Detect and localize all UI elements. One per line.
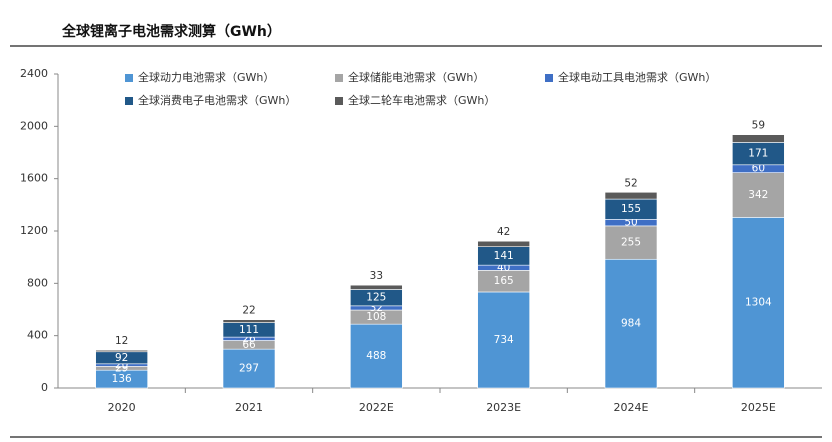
y-tick-label: 400	[27, 329, 48, 342]
legend-label: 全球二轮车电池需求（GWh）	[348, 93, 495, 107]
y-tick-label: 800	[27, 276, 48, 289]
y-tick-label: 1200	[20, 224, 48, 237]
data-label: 22	[242, 305, 255, 317]
x-tick-label: 2021	[235, 401, 263, 414]
bar-segment	[732, 134, 785, 143]
bar-segment	[732, 217, 785, 389]
data-label: 52	[624, 177, 637, 189]
data-label: 111	[239, 324, 259, 336]
bar-segment	[222, 319, 276, 323]
y-tick-label: 1600	[20, 172, 48, 185]
data-label: 59	[752, 120, 765, 132]
legend-label: 全球电动工具电池需求（GWh）	[558, 70, 716, 84]
legend-swatch	[125, 97, 133, 105]
bar-segment	[350, 284, 403, 290]
x-tick-label: 2022E	[359, 401, 394, 414]
data-label: 12	[115, 335, 128, 347]
bar-segment	[604, 225, 658, 260]
data-label: 488	[366, 350, 386, 362]
data-label: 155	[621, 203, 641, 215]
data-label: 92	[115, 352, 128, 364]
data-label: 125	[366, 292, 386, 304]
data-label: 66	[242, 339, 256, 351]
data-label: 1304	[745, 297, 772, 309]
bar-segment	[604, 191, 658, 200]
legend-label: 全球储能电池需求（GWh）	[348, 70, 484, 84]
x-tick-label: 2020	[108, 401, 136, 414]
data-label: 33	[370, 270, 383, 282]
data-label: 136	[112, 373, 132, 385]
data-label: 734	[494, 334, 514, 346]
data-label: 60	[752, 163, 765, 175]
data-label: 255	[621, 237, 641, 249]
bar-segment	[477, 240, 530, 248]
bar-segment	[477, 291, 530, 389]
bar-segment	[350, 323, 403, 389]
data-label: 141	[494, 250, 514, 262]
x-tick-label: 2024E	[614, 401, 649, 414]
data-label: 342	[748, 189, 768, 201]
legend-swatch	[335, 97, 343, 105]
legend-label: 全球动力电池需求（GWh）	[138, 70, 274, 84]
x-tick-label: 2023E	[486, 401, 521, 414]
legend-label: 全球消费电子电池需求（GWh）	[138, 93, 296, 107]
bar-segment	[222, 348, 276, 389]
data-label: 297	[239, 363, 259, 375]
y-tick-label: 0	[41, 381, 48, 394]
x-tick-label: 2025E	[741, 401, 776, 414]
legend-swatch	[545, 74, 553, 82]
data-label: 171	[748, 148, 768, 160]
data-label: 984	[621, 318, 641, 330]
data-label: 108	[366, 311, 386, 323]
legend-swatch	[125, 74, 133, 82]
legend-swatch	[335, 74, 343, 82]
y-tick-label: 2000	[20, 119, 48, 132]
data-label: 165	[494, 275, 514, 287]
bar-segment	[95, 349, 148, 353]
y-tick-label: 2400	[20, 67, 48, 80]
chart-title: 全球锂离子电池需求测算（GWh）	[61, 23, 281, 40]
data-label: 42	[497, 226, 510, 238]
